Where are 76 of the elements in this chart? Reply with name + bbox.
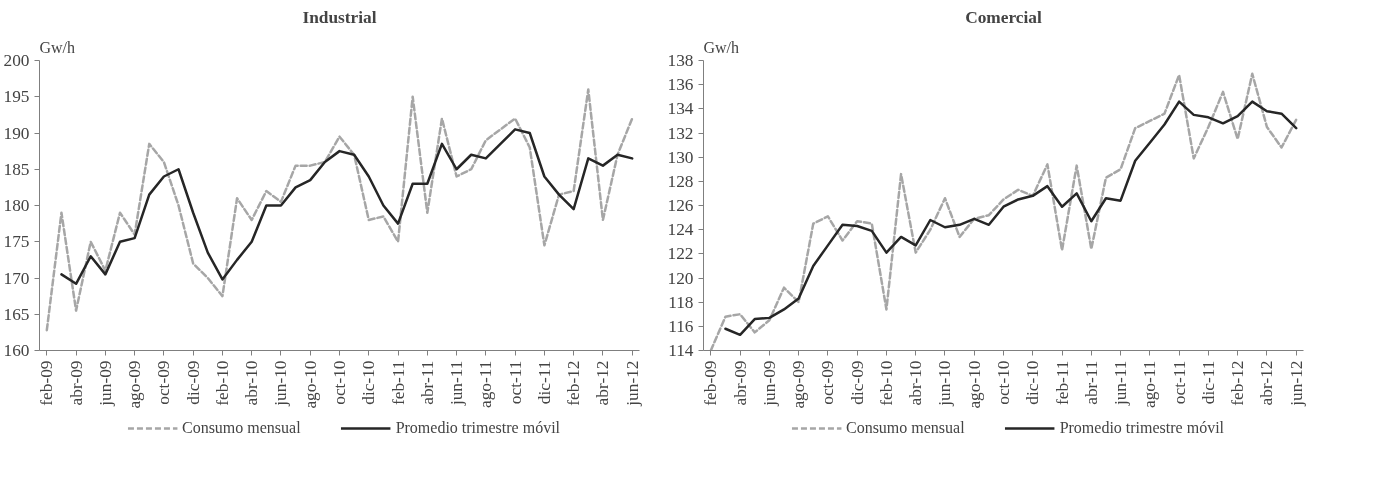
x-tick-label: ago-11 xyxy=(1140,360,1160,408)
line-series xyxy=(724,100,1298,337)
y-tick-label: 138 xyxy=(667,51,694,70)
x-tick-label: dic-09 xyxy=(847,360,867,405)
y-tick-label: 116 xyxy=(668,316,694,336)
y-tick-label: 195 xyxy=(3,87,30,107)
x-tick-label: ago-10 xyxy=(300,360,320,409)
x-tick-label: abr-09 xyxy=(730,360,750,406)
x-tick-label: jun-11 xyxy=(447,360,467,407)
y-tick-label: 134 xyxy=(667,99,694,119)
x-tick-label: abr-11 xyxy=(417,360,437,405)
x-tick-label: ago-09 xyxy=(125,360,145,409)
y-tick-label: 200 xyxy=(3,51,30,70)
y-tick-label: 114 xyxy=(668,341,694,360)
legend-label: Consumo mensual xyxy=(845,419,965,437)
x-tick-label: jun-12 xyxy=(1286,360,1306,407)
x-tick-label: dic-11 xyxy=(534,360,554,405)
y-tick-label: 122 xyxy=(667,244,694,264)
x-tick-label: feb-10 xyxy=(212,360,232,406)
x-tick-label: oct-10 xyxy=(330,360,349,405)
chart-title: Industrial xyxy=(302,7,377,27)
x-tick-label: jun-09 xyxy=(759,360,779,407)
x-tick-label: jun-12 xyxy=(622,360,642,407)
y-tick-label: 170 xyxy=(3,268,30,288)
x-tick-label: abr-12 xyxy=(593,360,613,406)
y-axis-title: Gw/h xyxy=(703,38,740,56)
y-tick-label: 118 xyxy=(668,292,694,312)
x-tick-label: abr-10 xyxy=(906,360,926,406)
chart-title: Comercial xyxy=(965,7,1043,27)
x-tick-label: feb-09 xyxy=(701,360,721,406)
x-tick-label: abr-12 xyxy=(1257,360,1277,406)
x-tick-label: abr-09 xyxy=(66,360,86,406)
y-tick-label: 190 xyxy=(3,123,30,143)
x-tick-label: oct-11 xyxy=(505,360,525,405)
x-tick-label: oct-10 xyxy=(994,360,1013,405)
y-tick-label: 165 xyxy=(3,304,30,324)
legend-label: Promedio trimestre móvil xyxy=(395,419,561,437)
x-tick-label: abr-11 xyxy=(1081,360,1101,405)
x-tick-label: oct-11 xyxy=(1169,360,1189,405)
y-tick-label: 136 xyxy=(667,75,694,95)
line-series xyxy=(45,88,634,332)
y-tick-label: 126 xyxy=(667,196,694,215)
y-tick-label: 128 xyxy=(667,171,694,191)
y-axis-title: Gw/h xyxy=(39,38,76,56)
x-tick-label: abr-10 xyxy=(242,360,262,406)
y-tick-label: 132 xyxy=(667,123,694,143)
line-series xyxy=(60,128,634,286)
x-tick-label: ago-11 xyxy=(476,360,496,408)
y-tick-label: 185 xyxy=(3,159,30,179)
x-tick-label: feb-11 xyxy=(388,360,408,406)
x-tick-label: jun-10 xyxy=(935,360,955,407)
x-tick-label: feb-11 xyxy=(1052,360,1072,406)
y-tick-label: 120 xyxy=(667,268,694,288)
x-tick-label: jun-11 xyxy=(1111,360,1131,407)
legend-label: Promedio trimestre móvil xyxy=(1059,419,1225,437)
y-tick-label: 180 xyxy=(3,196,30,215)
x-tick-label: feb-10 xyxy=(876,360,896,406)
x-tick-label: feb-12 xyxy=(1228,360,1248,406)
x-tick-label: ago-09 xyxy=(789,360,809,409)
y-tick-label: 130 xyxy=(667,147,694,167)
line-series xyxy=(709,72,1298,351)
x-tick-label: feb-09 xyxy=(37,360,57,406)
x-tick-label: dic-09 xyxy=(183,360,203,405)
x-tick-label: ago-10 xyxy=(964,360,984,409)
x-tick-label: jun-09 xyxy=(95,360,115,407)
x-tick-label: oct-09 xyxy=(818,360,838,405)
x-tick-label: jun-10 xyxy=(271,360,291,407)
y-tick-label: 160 xyxy=(3,341,30,360)
x-tick-label: dic-10 xyxy=(1023,360,1043,405)
x-tick-label: oct-09 xyxy=(154,360,174,405)
y-tick-label: 175 xyxy=(3,232,30,252)
legend-label: Consumo mensual xyxy=(181,419,301,437)
x-tick-label: dic-11 xyxy=(1198,360,1218,405)
x-tick-label: dic-10 xyxy=(359,360,379,405)
x-tick-label: feb-12 xyxy=(564,360,584,406)
y-tick-label: 124 xyxy=(667,220,694,240)
